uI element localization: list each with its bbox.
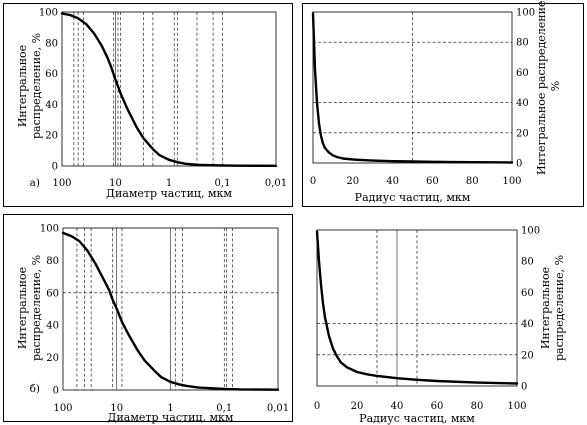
y-axis-label: Интегральное распределение,% bbox=[535, 0, 562, 175]
x-tick-label: 100 bbox=[53, 403, 72, 414]
y-axis-label-line: распределение, % bbox=[30, 255, 43, 361]
chart-a-left: 0 20 40 60 80 100 100 10 1 0,1 0,01 Диаметр частиц,… bbox=[16, 8, 287, 201]
panel-frame-a-right bbox=[302, 3, 584, 207]
x-tick-label: 20 bbox=[346, 176, 359, 187]
panel-frame-b-left bbox=[3, 214, 293, 422]
y-tick-label: 60 bbox=[45, 69, 58, 80]
plot-area bbox=[61, 11, 277, 167]
x-tick-label: 40 bbox=[386, 176, 399, 187]
x-tick-label: 0,1 bbox=[215, 178, 231, 189]
y-axis-label-line: Интегральное bbox=[16, 267, 29, 349]
panel-label: б) bbox=[30, 383, 40, 395]
x-tick-label: 1 bbox=[166, 178, 172, 189]
x-tick-label: 0 bbox=[310, 176, 316, 187]
x-tick-label: 0 bbox=[314, 401, 320, 412]
y-tick-label: 40 bbox=[46, 321, 59, 332]
x-tick-label: 0,01 bbox=[265, 178, 287, 189]
y-axis-label-line: Интегральное bbox=[539, 267, 552, 349]
x-tick-label: 0,01 bbox=[267, 403, 289, 414]
y-tick-label: 80 bbox=[521, 257, 534, 268]
y-tick-label: 80 bbox=[46, 256, 59, 267]
y-tick-label: 0 bbox=[53, 386, 59, 397]
y-tick-label: 0 bbox=[521, 382, 527, 393]
y-tick-label: 100 bbox=[516, 8, 535, 19]
x-tick-label: 80 bbox=[466, 176, 479, 187]
y-tick-label: 60 bbox=[521, 288, 534, 299]
y-tick-label: 20 bbox=[46, 353, 59, 364]
x-tick-label: 10 bbox=[110, 403, 123, 414]
series-line bbox=[311, 12, 514, 164]
y-tick-label: 20 bbox=[521, 350, 534, 361]
y-tick-label: 100 bbox=[521, 226, 540, 237]
panel-frames bbox=[3, 3, 584, 422]
y-tick-label: 20 bbox=[516, 128, 529, 139]
x-tick-label: 100 bbox=[52, 178, 71, 189]
y-axis-label: Интегральноераспределение, % bbox=[16, 33, 43, 139]
x-tick-label: 80 bbox=[471, 401, 484, 412]
y-tick-label: 60 bbox=[516, 68, 529, 79]
panel-label: а) bbox=[30, 177, 40, 189]
x-tick-label: 1 bbox=[167, 403, 173, 414]
y-tick-label: 100 bbox=[40, 224, 59, 235]
chart-b-right: 0 20 40 60 80 100 0 20 40 60 80 100 Радиус частиц, м… bbox=[314, 226, 566, 425]
y-tick-label: 100 bbox=[39, 8, 58, 19]
y-tick-label: 20 bbox=[45, 131, 58, 142]
y-tick-label: 40 bbox=[516, 98, 529, 109]
y-tick-label: 0 bbox=[516, 159, 522, 170]
x-tick-label: 60 bbox=[426, 176, 439, 187]
x-axis-label: Диаметр частиц, мкм bbox=[108, 411, 234, 424]
series-line bbox=[315, 230, 519, 385]
y-axis-label-line: распределение, % bbox=[553, 255, 566, 361]
y-tick-label: 80 bbox=[516, 38, 529, 49]
x-tick-label: 20 bbox=[351, 401, 364, 412]
x-tick-label: 40 bbox=[391, 401, 404, 412]
x-axis-label: Диаметр частиц, мкм bbox=[106, 187, 232, 200]
x-axis-label: Радиус частиц, мкм bbox=[359, 412, 475, 425]
y-axis-label-line: Интегральное bbox=[16, 45, 29, 127]
y-tick-label: 40 bbox=[45, 100, 58, 111]
series-line bbox=[60, 12, 278, 167]
x-tick-label: 0,1 bbox=[216, 403, 232, 414]
x-tick-label: 100 bbox=[507, 401, 526, 412]
chart-b-left: 0 20 40 60 80 100 100 10 1 0,1 0,01 Диаметр частиц,… bbox=[16, 224, 289, 425]
x-tick-label: 60 bbox=[431, 401, 444, 412]
y-axis-label-line: % bbox=[549, 81, 562, 91]
y-axis-label-line: распределение, % bbox=[30, 33, 43, 139]
panel-frame-a-left bbox=[3, 3, 293, 207]
y-axis-label: Интегральноераспределение, % bbox=[539, 255, 566, 361]
y-axis-label-line: Интегральное распределение, bbox=[535, 0, 548, 175]
series-line bbox=[61, 231, 280, 391]
y-tick-label: 0 bbox=[52, 162, 58, 173]
chart-a-right: 0 20 40 60 80 100 0 20 40 60 80 100 Радиус частиц, м… bbox=[310, 0, 562, 204]
y-axis-label: Интегральноераспределение, % bbox=[16, 255, 43, 361]
x-tick-label: 10 bbox=[109, 178, 122, 189]
y-tick-label: 60 bbox=[46, 288, 59, 299]
y-tick-label: 40 bbox=[521, 319, 534, 330]
x-axis-label: Радиус частиц, мкм bbox=[355, 191, 471, 204]
x-tick-label: 100 bbox=[502, 176, 521, 187]
y-tick-label: 80 bbox=[45, 38, 58, 49]
